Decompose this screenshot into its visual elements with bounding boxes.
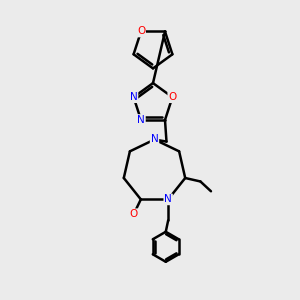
Text: N: N (130, 92, 137, 102)
Text: O: O (130, 209, 138, 219)
Text: N: N (164, 194, 172, 204)
Text: O: O (168, 92, 176, 102)
Text: O: O (137, 26, 145, 37)
Text: N: N (151, 134, 158, 145)
Text: N: N (137, 115, 145, 125)
